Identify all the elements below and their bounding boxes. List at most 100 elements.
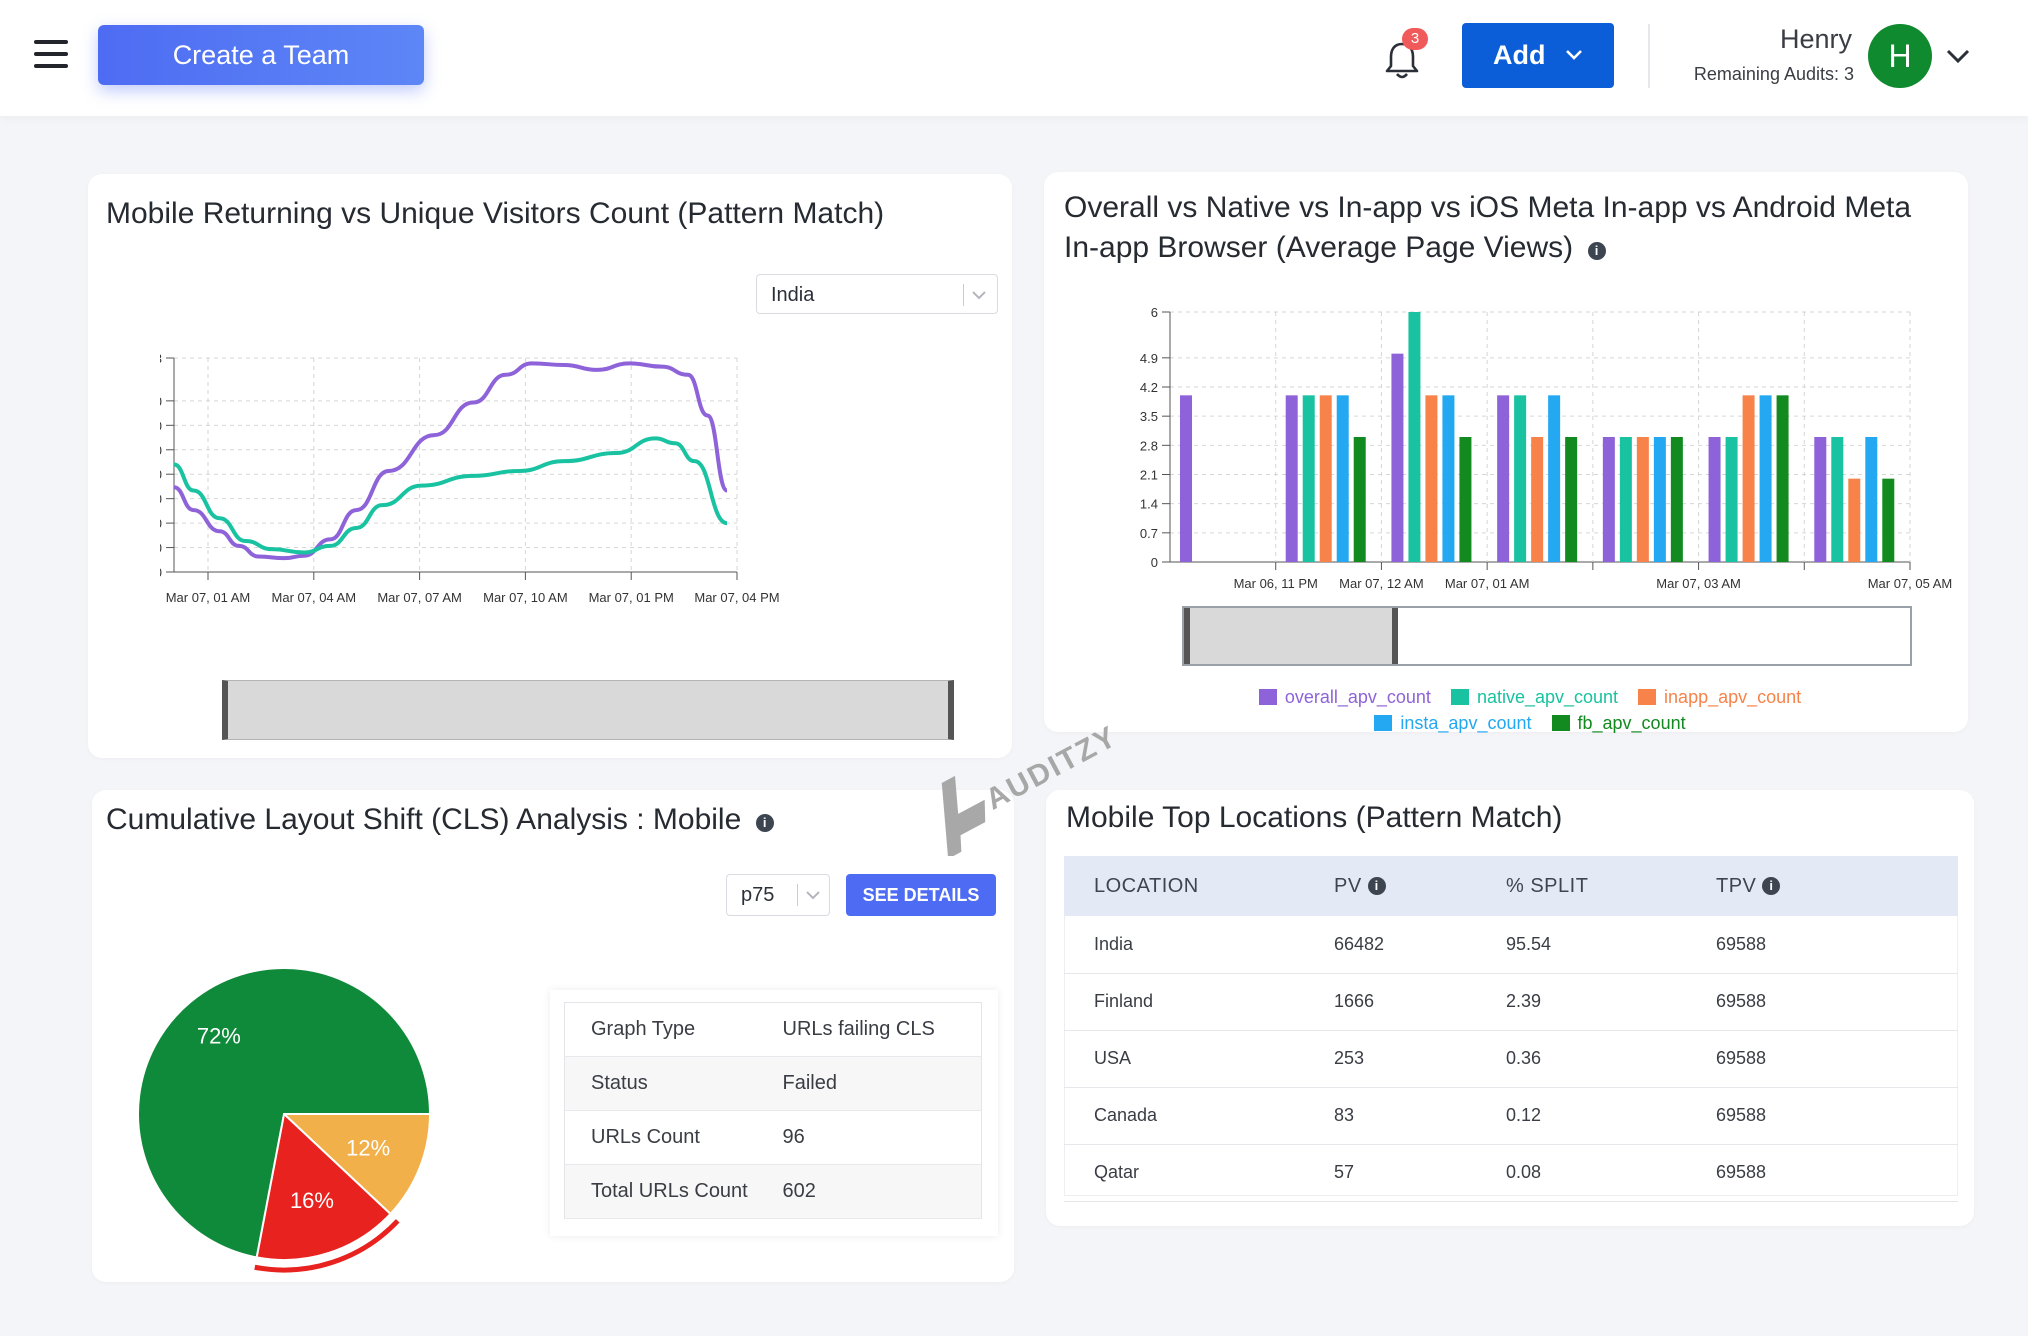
percentile-select[interactable]: p75	[726, 874, 830, 916]
legend-item-inapp_apv_count[interactable]: inapp_apv_count	[1638, 684, 1801, 710]
chevron-down-icon[interactable]	[1944, 44, 1972, 68]
legend-item-insta_apv_count[interactable]: insta_apv_count	[1374, 710, 1532, 736]
y-tick-label: 150	[160, 541, 162, 556]
create-team-button[interactable]: Create a Team	[98, 25, 424, 85]
split-cell: 0.08	[1506, 1144, 1716, 1202]
tpv-cell: 69588	[1716, 973, 1958, 1031]
y-tick-label: 4.2	[1140, 380, 1158, 395]
detail-label: URLs Count	[564, 1110, 783, 1165]
bar-chart-scrollbar[interactable]	[1182, 606, 1912, 666]
line-chart-plot: 0 150 300 450 600 750 900 1050 1313 Mar 07, 01 AM…	[160, 351, 780, 605]
y-tick-label: 750	[160, 443, 162, 458]
split-cell: 2.39	[1506, 973, 1716, 1031]
x-tick-label: Mar 07, 07 AM	[377, 590, 462, 605]
info-icon[interactable]: i	[1587, 242, 1606, 260]
x-tick-label: Mar 07, 03 AM	[1656, 576, 1741, 590]
table-header-row: LOCATION PV i % SPLIT TPV i	[1064, 856, 1958, 916]
legend-item-fb_apv_count[interactable]: fb_apv_count	[1551, 710, 1686, 736]
bar-overall_apv_count	[1391, 353, 1404, 562]
y-tick-label: 0	[160, 565, 162, 580]
pageviews-card-title-line2: In-app Browser (Average Page Views) i	[1064, 228, 1606, 268]
pv-cell: 1666	[1334, 973, 1506, 1031]
pageviews-bar-chart: 0 0.7 1.4 2.1 2.8 3.5 4.2 4.9 6 Mar 06, 11 PM Mar …	[1140, 305, 1952, 590]
select-separator	[797, 884, 798, 906]
pie-slice	[137, 967, 432, 1259]
line-series-0	[173, 361, 729, 561]
cls-card-title-text: Cumulative Layout Shift (CLS) Analysis :…	[106, 803, 742, 836]
col-pv[interactable]: PV i	[1334, 856, 1506, 916]
x-tick-label: Mar 07, 01 AM	[166, 590, 251, 605]
legend-swatch	[1374, 715, 1393, 731]
x-tick-label: Mar 07, 01 AM	[1445, 576, 1530, 590]
bar-native_apv_count	[1725, 437, 1738, 562]
info-icon[interactable]: i	[1762, 876, 1781, 895]
bar-native_apv_count	[1408, 312, 1421, 562]
bar-chart-legend: overall_apv_count native_apv_count inapp_a…	[1150, 684, 1910, 736]
legend-label: native_apv_count	[1476, 687, 1619, 707]
pv-cell: 57	[1334, 1144, 1506, 1202]
bar-chart-scroll-thumb[interactable]	[1184, 608, 1398, 664]
y-tick-label: 3.5	[1140, 409, 1158, 424]
bar-native_apv_count	[1514, 395, 1527, 562]
bar-insta_apv_count	[1653, 437, 1666, 562]
country-select-value: India	[771, 284, 815, 306]
remaining-audits: Remaining Audits: 3	[1693, 64, 1854, 84]
line-series-1	[173, 436, 728, 555]
detail-value: Failed	[782, 1056, 982, 1111]
bar-native_apv_count	[1619, 437, 1632, 562]
legend-swatch	[1638, 689, 1657, 705]
detail-label: Graph Type	[564, 1002, 783, 1057]
bar-fb_apv_count	[1882, 478, 1895, 562]
chevron-down-icon	[972, 291, 986, 300]
see-details-button[interactable]: SEE DETAILS	[846, 874, 996, 916]
add-button[interactable]: Add	[1462, 23, 1614, 88]
select-separator	[963, 284, 964, 306]
bar-native_apv_count	[1302, 395, 1315, 562]
bar-native_apv_count	[1831, 437, 1844, 562]
pageviews-card-title-line1: Overall vs Native vs In-app vs iOS Meta …	[1064, 191, 1912, 224]
x-tick-label: Mar 07, 01 PM	[589, 590, 674, 605]
add-label: Add	[1493, 40, 1546, 70]
y-tick-label: 1313	[160, 351, 162, 366]
detail-label: Status	[564, 1056, 783, 1111]
bar-insta_apv_count	[1865, 437, 1878, 562]
y-tick-label: 2.1	[1140, 468, 1158, 483]
bar-fb_apv_count	[1565, 437, 1578, 562]
col-location[interactable]: LOCATION	[1064, 856, 1334, 916]
menu-icon[interactable]	[34, 40, 68, 70]
pie-slice	[281, 1113, 432, 1216]
pageviews-card-title-text: In-app Browser (Average Page Views)	[1064, 231, 1574, 264]
bar-inapp_apv_count	[1531, 437, 1544, 562]
bar-insta_apv_count	[1548, 395, 1561, 562]
bar-fb_apv_count	[1776, 395, 1789, 562]
notification-badge: 3	[1402, 28, 1428, 50]
bar-insta_apv_count	[1336, 395, 1349, 562]
country-select[interactable]: India	[756, 274, 998, 314]
legend-item-native_apv_count[interactable]: native_apv_count	[1450, 684, 1619, 710]
line-chart-scrollbar[interactable]	[222, 680, 954, 740]
legend-swatch	[1551, 715, 1570, 731]
legend-item-overall_apv_count[interactable]: overall_apv_count	[1258, 684, 1431, 710]
table-row: USA 253 0.36 69588	[1064, 1030, 1958, 1088]
info-icon[interactable]: i	[755, 814, 774, 832]
legend-label: overall_apv_count	[1284, 687, 1431, 707]
cls-card-title: Cumulative Layout Shift (CLS) Analysis :…	[106, 800, 774, 840]
y-tick-label: 6	[1151, 305, 1158, 320]
pv-cell: 83	[1334, 1087, 1506, 1145]
info-icon[interactable]: i	[1367, 876, 1386, 895]
tpv-cell: 69588	[1716, 1030, 1958, 1088]
location-cell: India	[1064, 916, 1334, 974]
bar-inapp_apv_count	[1319, 395, 1332, 562]
col-tpv[interactable]: TPV i	[1716, 856, 1958, 916]
table-row: URLs Count 96	[564, 1110, 982, 1165]
tpv-cell: 69588	[1716, 1144, 1958, 1202]
location-cell: Finland	[1064, 973, 1334, 1031]
bar-inapp_apv_count	[1636, 437, 1649, 562]
y-tick-label: 600	[160, 467, 162, 482]
watermark-text: AUDITZY	[980, 720, 1123, 817]
bar-inapp_apv_count	[1425, 395, 1438, 562]
pie-slice	[255, 1112, 392, 1261]
col-split[interactable]: % SPLIT	[1506, 856, 1716, 916]
chevron-down-icon	[1566, 50, 1582, 60]
avatar[interactable]: H	[1868, 24, 1932, 88]
